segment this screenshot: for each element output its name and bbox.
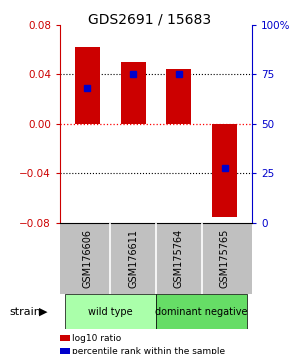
Text: wild type: wild type xyxy=(88,307,133,316)
Text: percentile rank within the sample: percentile rank within the sample xyxy=(72,347,225,354)
Text: GSM175764: GSM175764 xyxy=(174,229,184,288)
Text: ▶: ▶ xyxy=(39,307,47,316)
Bar xyxy=(75,47,100,124)
Bar xyxy=(166,69,191,124)
Text: GSM176611: GSM176611 xyxy=(128,229,138,288)
Bar xyxy=(64,294,156,329)
Text: GSM175765: GSM175765 xyxy=(220,229,230,288)
Text: log10 ratio: log10 ratio xyxy=(72,333,121,343)
Text: dominant negative: dominant negative xyxy=(155,307,248,316)
Text: GDS2691 / 15683: GDS2691 / 15683 xyxy=(88,12,212,27)
Text: strain: strain xyxy=(9,307,41,316)
Bar xyxy=(212,124,237,217)
Bar xyxy=(121,62,146,124)
Bar xyxy=(156,294,248,329)
Text: GSM176606: GSM176606 xyxy=(82,229,92,288)
